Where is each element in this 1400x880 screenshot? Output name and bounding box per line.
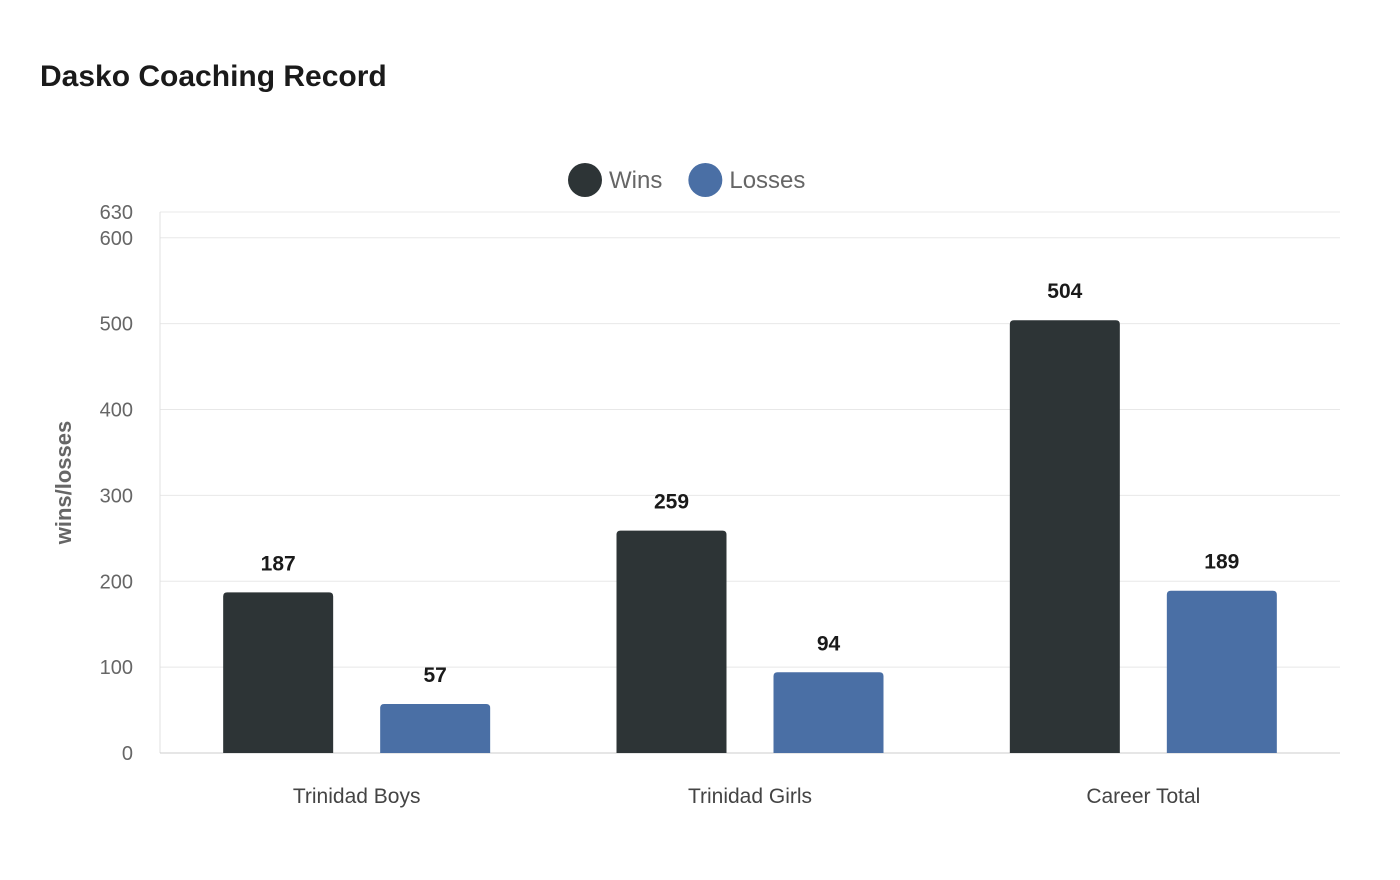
legend-marker-losses xyxy=(688,163,723,197)
bar-wins xyxy=(1009,320,1120,753)
data-label: 259 xyxy=(654,491,689,514)
bar-wins xyxy=(616,530,727,753)
legend-label: Wins xyxy=(609,167,662,194)
data-label: 187 xyxy=(261,552,296,575)
y-tick-label: 0 xyxy=(122,743,133,765)
y-tick-label: 600 xyxy=(100,228,133,250)
bar-losses xyxy=(380,704,491,753)
y-tick-label: 100 xyxy=(100,657,133,679)
x-tick-label: Trinidad Boys xyxy=(293,785,421,808)
data-label: 504 xyxy=(1047,280,1082,303)
legend-label: Losses xyxy=(729,167,805,194)
y-tick-label: 300 xyxy=(100,485,133,507)
data-label: 94 xyxy=(817,632,841,655)
data-label: 57 xyxy=(423,664,446,687)
x-tick-label: Trinidad Girls xyxy=(688,785,812,808)
bar-losses xyxy=(773,672,884,753)
bar-wins xyxy=(223,592,334,753)
y-axis-label: wins/losses xyxy=(51,421,76,546)
legend-marker-wins xyxy=(568,163,602,197)
data-label: 189 xyxy=(1204,551,1239,574)
chart-title: Dasko Coaching Record xyxy=(40,60,387,93)
y-tick-label: 630 xyxy=(100,202,133,224)
y-tick-label: 400 xyxy=(100,400,133,422)
y-tick-label: 500 xyxy=(100,314,133,336)
y-tick-label: 200 xyxy=(100,571,133,593)
bar-losses xyxy=(1166,590,1277,753)
x-tick-label: Career Total xyxy=(1086,785,1200,808)
